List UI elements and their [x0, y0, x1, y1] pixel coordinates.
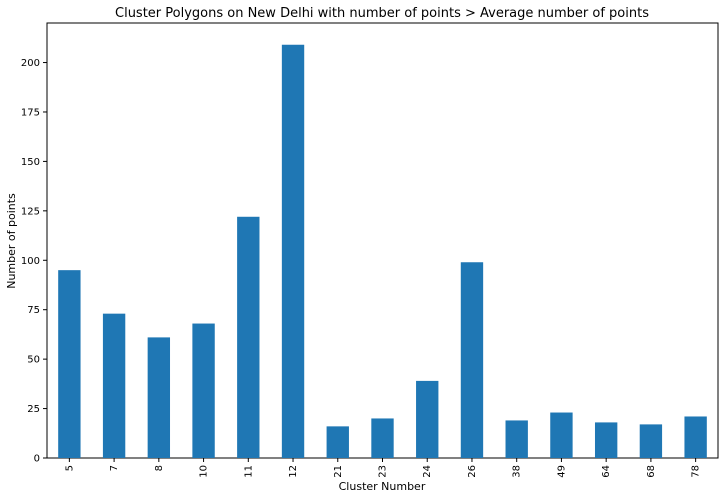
x-tick-label: 10: [199, 465, 210, 478]
x-tick-label: 21: [333, 465, 344, 478]
x-tick-label: 7: [109, 465, 120, 471]
x-tick-label: 11: [243, 465, 254, 478]
x-tick-label: 38: [512, 465, 523, 478]
x-tick-label: 64: [601, 465, 612, 478]
y-tick-label: 150: [21, 157, 40, 168]
bar-cluster-38: [505, 420, 528, 458]
y-tick-label: 25: [27, 404, 40, 415]
bar-cluster-8: [147, 337, 171, 458]
y-tick-label: 75: [27, 305, 40, 316]
chart-title: Cluster Polygons on New Delhi with numbe…: [115, 6, 649, 21]
bar-cluster-5: [58, 270, 81, 458]
bar-cluster-11: [237, 216, 260, 458]
bar-cluster-10: [192, 323, 215, 458]
y-tick-label: 100: [21, 256, 40, 267]
y-tick-label: 50: [27, 355, 40, 366]
x-tick-label: 12: [288, 465, 299, 478]
bar-cluster-78: [684, 416, 707, 458]
bar-cluster-49: [550, 412, 573, 458]
bar-cluster-68: [639, 424, 663, 458]
x-tick-label: 26: [467, 465, 478, 478]
y-axis-label: Number of points: [5, 193, 18, 289]
y-tick-label: 125: [21, 206, 40, 217]
x-tick-label: 68: [646, 465, 657, 478]
bar-cluster-24: [416, 380, 439, 458]
bar-cluster-21: [326, 426, 349, 458]
bar-cluster-12: [281, 44, 305, 458]
x-tick-label: 8: [154, 465, 165, 471]
x-tick-label: 5: [64, 465, 75, 471]
x-tick-label: 49: [556, 465, 567, 478]
x-axis-label: Cluster Number: [339, 480, 426, 493]
x-tick-label: 78: [691, 465, 702, 478]
x-tick-label: 23: [378, 465, 389, 478]
bar-cluster-7: [102, 313, 126, 458]
y-tick-label: 200: [21, 58, 40, 69]
y-tick-label: 175: [21, 107, 40, 118]
bar-cluster-64: [594, 422, 618, 458]
bar-cluster-26: [460, 262, 484, 458]
bar-cluster-23: [371, 418, 394, 458]
y-tick-label: 0: [34, 454, 40, 465]
x-tick-label: 24: [422, 465, 433, 478]
